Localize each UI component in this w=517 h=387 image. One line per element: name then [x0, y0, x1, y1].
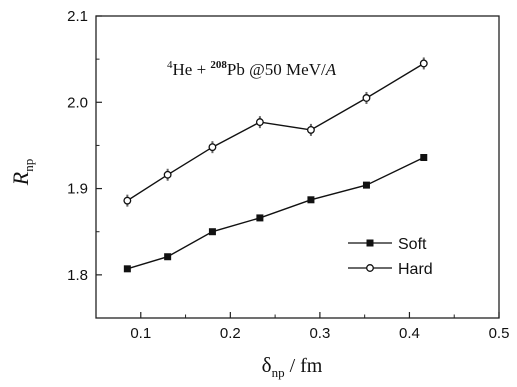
- point-soft-0: [123, 265, 131, 273]
- legend-soft-label: Soft: [398, 236, 427, 253]
- point-hard-3: [255, 118, 264, 127]
- axis-ticks: 0.1 0.2 0.3 0.4 0.5 1.8 1.9 2.0 2.1: [67, 8, 509, 342]
- x-tick-label-1: 0.2: [220, 325, 241, 342]
- annotation-unit: A: [325, 60, 337, 79]
- legend-hard-marker: [366, 264, 374, 272]
- legend: Soft Hard: [348, 236, 433, 278]
- y-tick-label-3: 2.1: [67, 8, 88, 25]
- x-tick-label-4: 0.5: [489, 325, 510, 342]
- x-axis-title: δnp / fm: [262, 353, 323, 380]
- series-layer: [123, 57, 428, 273]
- point-hard-1: [163, 170, 172, 179]
- annotation-mass1: 4: [167, 59, 173, 71]
- y-axis-subscript: np: [21, 159, 36, 172]
- x-tick-label-3: 0.4: [399, 325, 420, 342]
- series-line-hard: [126, 62, 425, 202]
- point-soft-2: [208, 228, 216, 236]
- plot-frame: [95, 15, 500, 319]
- legend-hard-label: Hard: [398, 261, 433, 278]
- point-hard-5: [362, 94, 371, 102]
- point-soft-5: [362, 181, 370, 189]
- point-soft-4: [307, 196, 315, 204]
- annotation-mass2: 208: [210, 59, 227, 71]
- point-hard-6: [419, 59, 428, 68]
- y-tick-label-1: 1.9: [67, 181, 88, 198]
- x-axis-symbol: δ: [262, 353, 272, 377]
- x-axis-unit: / fm: [285, 355, 323, 377]
- y-tick-label-0: 1.8: [67, 267, 88, 284]
- point-soft-3: [256, 214, 264, 222]
- point-hard-4: [306, 125, 315, 134]
- series-line-soft: [127, 156, 425, 270]
- annotation-element2: Pb @50 MeV/: [227, 60, 326, 79]
- x-tick-label-2: 0.3: [309, 325, 330, 342]
- annotation-element1: He +: [173, 60, 211, 79]
- annotation-reaction: 4He + 208Pb @50 MeV/A: [167, 59, 337, 79]
- y-axis-title: Rnp: [8, 159, 36, 186]
- x-axis-subscript: np: [272, 365, 285, 380]
- y-axis-symbol: R: [8, 171, 33, 186]
- x-tick-label-0: 0.1: [130, 325, 151, 342]
- legend-soft-marker: [366, 239, 374, 247]
- point-hard-2: [208, 143, 217, 152]
- point-hard-0: [123, 196, 132, 205]
- y-tick-label-2: 2.0: [67, 94, 88, 111]
- point-soft-6: [420, 154, 428, 162]
- point-soft-1: [164, 253, 172, 261]
